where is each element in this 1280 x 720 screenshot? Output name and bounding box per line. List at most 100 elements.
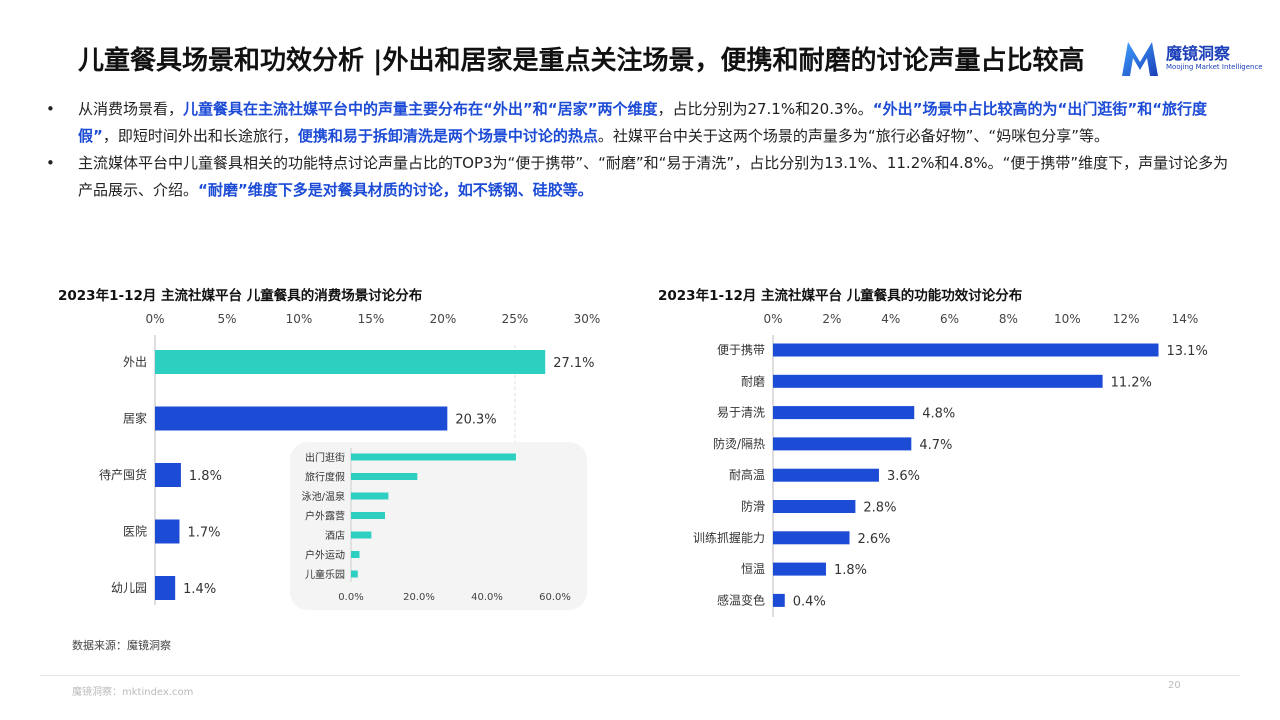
data-label: 4.8% [922, 407, 955, 422]
x-tick-label: 2% [822, 312, 841, 326]
data-label: 2.6% [858, 532, 891, 547]
data-source-note: 数据来源：魔镜洞察 [72, 639, 171, 652]
x-tick-label: 5% [217, 312, 236, 326]
category-label: 易于清洗 [717, 406, 765, 420]
data-label: 4.7% [919, 438, 952, 453]
category-label: 外出 [123, 355, 147, 369]
data-label: 1.4% [183, 582, 216, 597]
x-tick-label: 8% [999, 312, 1018, 326]
x-tick-label: 25% [502, 312, 529, 326]
category-label: 恒温 [741, 562, 765, 576]
footer-site: 魔镜洞察：mktindex.com [72, 687, 194, 698]
bullet-segment: ，即短时间外出和长途旅行， [102, 127, 298, 145]
data-label: 20.3% [455, 413, 496, 428]
inset-category-label: 旅行度假 [305, 471, 345, 484]
inset-x-tick-label: 0.0% [338, 592, 363, 603]
data-label: 11.2% [1111, 375, 1152, 390]
inset-category-label: 儿童乐园 [305, 568, 345, 581]
bullet-text: 主流媒体平台中儿童餐具相关的功能特点讨论声量占比的TOP3为“便于携带”、“耐磨… [78, 154, 1228, 199]
bar [773, 500, 856, 513]
inset-bar [351, 453, 516, 461]
x-tick-label: 0% [763, 312, 782, 326]
data-label: 27.1% [553, 356, 594, 371]
brand-logo: 魔镜洞察 Moojing Market Intelligence [1118, 36, 1263, 80]
category-label: 感温变色 [717, 592, 765, 607]
x-tick-label: 30% [574, 312, 601, 326]
inset-category-label: 户外运动 [305, 549, 345, 562]
bar [155, 350, 546, 374]
bullet-segment: 。社媒平台中关于这两个场景的声量多为“旅行必备好物”、“妈咪包分享”等。 [597, 127, 1109, 145]
bullet-highlight: 儿童餐具在主流社媒平台中的声量主要分布在“外出”和“居家”两个维度 [183, 100, 658, 118]
brand-logo-mark-icon [1122, 42, 1158, 76]
inset-bar [351, 473, 418, 480]
inset-bar [351, 551, 360, 558]
inset-category-label: 出门逛街 [305, 451, 345, 464]
data-label: 1.7% [187, 526, 220, 541]
x-tick-label: 20% [430, 312, 457, 326]
function-chart-title: 2023年1-12月 主流社媒平台 儿童餐具的功能功效讨论分布 [658, 288, 1023, 304]
category-label: 便于携带 [717, 342, 765, 357]
bar [155, 406, 448, 431]
x-tick-label: 10% [1054, 312, 1081, 326]
bar [155, 576, 176, 600]
inset-bar [351, 570, 358, 578]
bar [773, 406, 915, 420]
category-label: 居家 [123, 411, 147, 426]
brand-name-en: Moojing Market Intelligence [1166, 63, 1263, 71]
category-label: 幼儿园 [111, 581, 147, 595]
bullet-dot: • [46, 154, 55, 172]
x-tick-label: 4% [881, 312, 900, 326]
bar [155, 519, 180, 544]
bullet-highlight: 便携和易于拆卸清洗是两个场景中讨论的热点 [297, 127, 598, 145]
bar [773, 374, 1103, 388]
bar [773, 468, 879, 482]
category-label: 防滑 [741, 499, 765, 514]
bar [773, 437, 912, 451]
inset-bar [351, 512, 385, 519]
inset-panel [290, 442, 587, 610]
inset-x-tick-label: 40.0% [471, 592, 503, 603]
data-label: 13.1% [1167, 344, 1208, 359]
bar [773, 593, 785, 607]
bullet-segment: 主流媒体平台中儿童餐具相关的功能特点讨论声量占比的TOP3为“便于携带”、“耐磨… [78, 154, 1229, 199]
scene-chart-title: 2023年1-12月 主流社媒平台 儿童餐具的消费场景讨论分布 [58, 288, 423, 304]
x-tick-label: 6% [940, 312, 959, 326]
inset-bar [351, 531, 372, 539]
data-label: 1.8% [189, 469, 222, 484]
bullet-highlight: “耐磨”维度下多是对餐具材质的讨论，如不锈钢、硅胶等。 [198, 181, 593, 199]
category-label: 训练抓握能力 [693, 530, 765, 545]
inset-category-label: 酒店 [325, 529, 345, 542]
inset-x-tick-label: 20.0% [403, 592, 435, 603]
summary-bullets: • 从消费场景看，儿童餐具在主流社媒平台中的声量主要分布在“外出”和“居家”两个… [40, 96, 1240, 204]
category-label: 待产囤货 [99, 467, 147, 482]
bullet-item-2: • 主流媒体平台中儿童餐具相关的功能特点讨论声量占比的TOP3为“便于携带”、“… [40, 150, 1240, 204]
category-label: 耐高温 [729, 467, 765, 482]
bullet-highlight: “外出”场景中占比较高的为“出门逛街”和“旅行度假” [78, 100, 1208, 145]
x-tick-label: 10% [286, 312, 313, 326]
category-label: 耐磨 [741, 374, 765, 388]
bar [155, 463, 181, 487]
x-tick-label: 14% [1172, 312, 1199, 326]
bar [773, 531, 850, 545]
bullet-text: 从消费场景看，儿童餐具在主流社媒平台中的声量主要分布在“外出”和“居家”两个维度… [78, 100, 1207, 145]
bullet-segment: ，占比分别为27.1%和20.3%。 [657, 100, 873, 118]
inset-x-tick-label: 60.0% [539, 592, 571, 603]
footer-divider [40, 675, 1240, 676]
bullet-dot: • [46, 100, 55, 118]
inset-category-label: 户外露营 [305, 510, 345, 523]
bullet-item-1: • 从消费场景看，儿童餐具在主流社媒平台中的声量主要分布在“外出”和“居家”两个… [40, 96, 1240, 150]
x-tick-label: 12% [1113, 312, 1140, 326]
category-label: 医院 [123, 525, 147, 539]
x-tick-label: 15% [358, 312, 385, 326]
x-tick-label: 0% [145, 312, 164, 326]
bar [773, 343, 1159, 357]
inset-category-label: 泳池/温泉 [302, 490, 345, 503]
page-number: 20 [1168, 680, 1181, 691]
data-label: 3.6% [887, 469, 920, 484]
function-bar-chart: 0% 2% 4% 6% 8% 10% 12% 14% 便于携带 13.1% 耐磨 11.2% 易于清洗 4… [693, 312, 1208, 617]
bullet-segment: 从消费场景看， [78, 100, 184, 118]
data-label: 1.8% [834, 563, 867, 578]
bar [773, 562, 826, 576]
data-label: 2.8% [863, 501, 896, 516]
inset-bar [351, 492, 389, 500]
